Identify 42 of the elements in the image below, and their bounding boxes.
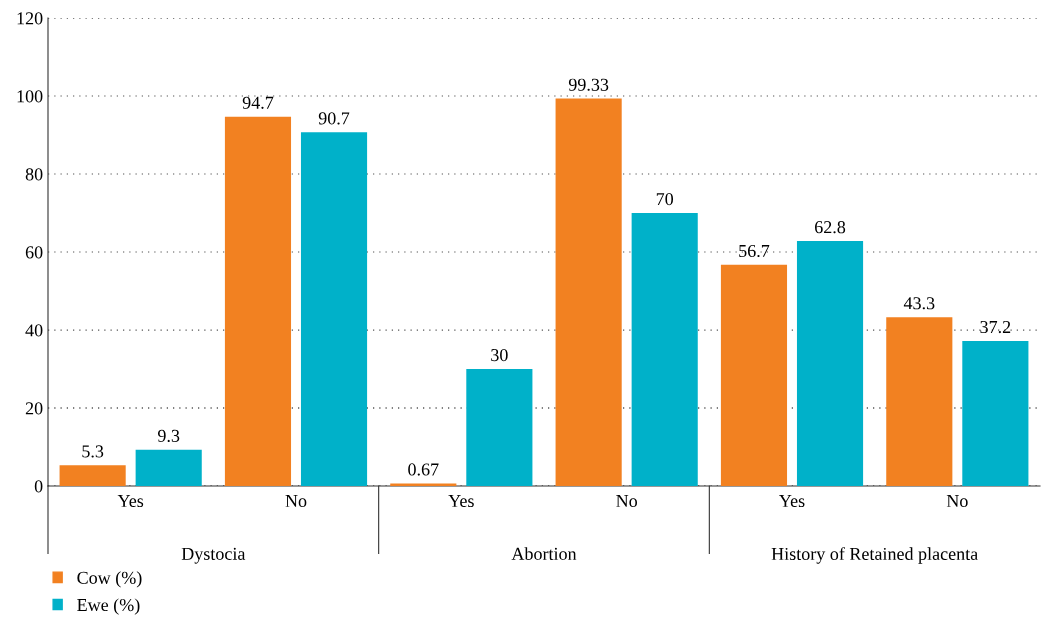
bar xyxy=(962,340,1029,486)
y-tick-label: 120 xyxy=(17,12,43,25)
data-label: 90.7 xyxy=(318,112,350,125)
bar xyxy=(796,241,864,486)
data-label: 0.67 xyxy=(408,463,439,476)
data-label: 30 xyxy=(491,348,508,362)
bar xyxy=(224,116,292,486)
bar xyxy=(300,132,368,486)
legend-label: Cow (%) xyxy=(77,571,142,588)
data-label: 94.7 xyxy=(242,96,274,109)
text: Dystocia xyxy=(181,547,246,564)
data-label: 70 xyxy=(656,192,674,206)
bar xyxy=(631,213,698,486)
x-tick-label: Yes xyxy=(779,495,805,508)
text: Abortion xyxy=(511,547,577,560)
bar xyxy=(555,98,622,486)
data-label: 5.3 xyxy=(82,445,104,458)
x-tick-label: Yes xyxy=(448,495,474,508)
y-tick-label: 40 xyxy=(25,324,43,337)
y-tick-label: 0 xyxy=(34,480,43,493)
bar xyxy=(59,465,126,486)
data-label: 99.33 xyxy=(568,78,609,91)
data-label: 56.7 xyxy=(739,244,770,258)
y-tick-label: 100 xyxy=(17,90,43,103)
bar xyxy=(466,369,533,486)
x-tick-label: No xyxy=(616,495,638,508)
bar xyxy=(390,483,457,486)
data-label: 62.8 xyxy=(815,221,846,234)
y-tick-label: 80 xyxy=(25,168,43,181)
bar xyxy=(886,317,953,486)
data-label: 37.2 xyxy=(980,320,1011,334)
bar xyxy=(720,264,788,486)
text: History of Retained placenta xyxy=(771,547,978,564)
y-tick-label: 60 xyxy=(25,246,43,259)
x-tick-label: No xyxy=(946,495,968,508)
data-label: 9.3 xyxy=(157,429,180,442)
x-tick-label: No xyxy=(285,495,307,508)
bar xyxy=(135,449,202,486)
y-tick-label: 20 xyxy=(25,402,43,415)
data-label: 43.3 xyxy=(903,297,935,310)
x-tick-label: Yes xyxy=(117,495,144,508)
legend-label: Ewe (%) xyxy=(77,598,140,615)
